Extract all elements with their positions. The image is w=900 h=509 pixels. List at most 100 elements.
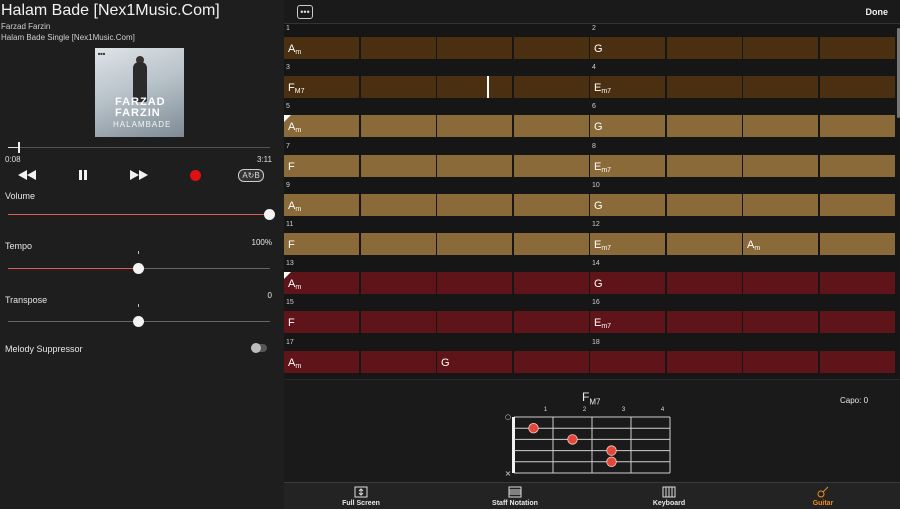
beat-cell[interactable]: Em7: [590, 154, 665, 177]
transpose-handle[interactable]: [133, 316, 144, 327]
beat-cell[interactable]: [360, 37, 436, 59]
beat-cell[interactable]: [743, 115, 818, 138]
beat-cell[interactable]: G: [590, 272, 665, 295]
beat-cell[interactable]: [513, 37, 589, 59]
beat-cell[interactable]: [666, 233, 742, 255]
beat-cell[interactable]: [819, 154, 895, 177]
beat-cell[interactable]: [437, 154, 512, 177]
chord-bar[interactable]: 14 G: [590, 260, 895, 295]
beat-cell[interactable]: Am: [284, 115, 359, 138]
melody-suppressor-toggle[interactable]: [251, 343, 267, 353]
beat-cell[interactable]: [666, 350, 742, 373]
beat-cell[interactable]: [360, 193, 436, 216]
record-button[interactable]: [186, 167, 204, 183]
beat-cell[interactable]: [743, 311, 818, 334]
beat-cell[interactable]: [590, 350, 665, 373]
chord-grid[interactable]: 1 Am 2 G 3 FM7 4 Em7 5 Am 6 G 7 F 8 Em7 9 Am 10 G 11 F 12 Em7 Am…: [284, 24, 896, 379]
beat-cell[interactable]: [513, 193, 589, 216]
beat-cell[interactable]: Am: [284, 350, 359, 373]
beat-cell[interactable]: [666, 37, 742, 59]
beat-cell[interactable]: G: [437, 350, 512, 373]
beat-cell[interactable]: [819, 115, 895, 138]
beat-cell[interactable]: [819, 311, 895, 334]
beat-cell[interactable]: [360, 76, 436, 99]
tab-full-screen[interactable]: Full Screen: [284, 483, 438, 509]
chord-bar[interactable]: 12 Em7 Am: [590, 221, 895, 255]
beat-cell[interactable]: [819, 37, 895, 59]
beat-cell[interactable]: Am: [284, 37, 359, 59]
rewind-button[interactable]: [16, 167, 38, 183]
beat-cell[interactable]: [666, 193, 742, 216]
chord-bar[interactable]: 10 G: [590, 182, 895, 216]
beat-cell[interactable]: [513, 76, 589, 99]
chord-bar[interactable]: 15 F: [284, 299, 589, 334]
chord-bar[interactable]: 1 Am: [284, 25, 589, 59]
beat-cell[interactable]: [360, 154, 436, 177]
beat-cell[interactable]: [360, 311, 436, 334]
ab-loop-button[interactable]: A↻B: [238, 167, 264, 183]
beat-cell[interactable]: [513, 115, 589, 138]
beat-cell[interactable]: Em7: [590, 311, 665, 334]
beat-cell[interactable]: F: [284, 154, 359, 177]
beat-cell[interactable]: [743, 193, 818, 216]
beat-cell[interactable]: [743, 37, 818, 59]
beat-cell[interactable]: [360, 272, 436, 295]
chord-bar[interactable]: 4 Em7: [590, 64, 895, 99]
seek-bar[interactable]: [8, 142, 270, 153]
tab-keyboard[interactable]: Keyboard: [592, 483, 746, 509]
beat-cell[interactable]: [437, 233, 512, 255]
tempo-slider[interactable]: [8, 263, 270, 274]
seek-handle[interactable]: [18, 142, 20, 153]
beat-cell[interactable]: [743, 76, 818, 99]
beat-cell[interactable]: [360, 115, 436, 138]
volume-handle[interactable]: [264, 209, 275, 220]
chord-bar[interactable]: 16 Em7: [590, 299, 895, 334]
beat-cell[interactable]: [437, 76, 512, 99]
chord-bar[interactable]: 8 Em7: [590, 143, 895, 177]
chord-bar[interactable]: 3 FM7: [284, 64, 589, 99]
beat-cell[interactable]: [743, 154, 818, 177]
beat-cell[interactable]: Am: [743, 233, 818, 255]
beat-cell[interactable]: [743, 350, 818, 373]
beat-cell[interactable]: [513, 350, 589, 373]
beat-cell[interactable]: [437, 272, 512, 295]
transpose-slider[interactable]: [8, 316, 270, 327]
beat-cell[interactable]: [666, 272, 742, 295]
tab-guitar[interactable]: Guitar: [746, 483, 900, 509]
beat-cell[interactable]: [513, 233, 589, 255]
fast-forward-button[interactable]: [128, 167, 150, 183]
beat-cell[interactable]: [513, 272, 589, 295]
beat-cell[interactable]: [513, 311, 589, 334]
pause-button[interactable]: [74, 167, 92, 183]
beat-cell[interactable]: F: [284, 233, 359, 255]
beat-cell[interactable]: Am: [284, 193, 359, 216]
beat-cell[interactable]: G: [590, 37, 665, 59]
chord-bar[interactable]: 18: [590, 339, 895, 373]
beat-cell[interactable]: F: [284, 311, 359, 334]
beat-cell[interactable]: [360, 350, 436, 373]
beat-cell[interactable]: [437, 37, 512, 59]
chord-bar[interactable]: 17 Am G: [284, 339, 589, 373]
beat-cell[interactable]: [360, 233, 436, 255]
beat-cell[interactable]: [666, 76, 742, 99]
beat-cell[interactable]: [437, 193, 512, 216]
beat-cell[interactable]: Em7: [590, 233, 665, 255]
beat-cell[interactable]: [819, 233, 895, 255]
chord-bar[interactable]: 5 Am: [284, 103, 589, 138]
beat-cell[interactable]: [743, 272, 818, 295]
tab-staff-notation[interactable]: Staff Notation: [438, 483, 592, 509]
beat-cell[interactable]: [437, 115, 512, 138]
beat-cell[interactable]: [513, 154, 589, 177]
chord-bar[interactable]: 9 Am: [284, 182, 589, 216]
done-button[interactable]: Done: [865, 7, 889, 17]
beat-cell[interactable]: [666, 154, 742, 177]
chord-grid-scrollbar[interactable]: [897, 28, 900, 118]
tempo-handle[interactable]: [133, 263, 144, 274]
beat-cell[interactable]: [819, 350, 895, 373]
beat-cell[interactable]: [666, 311, 742, 334]
beat-cell[interactable]: [437, 311, 512, 334]
beat-cell[interactable]: [666, 115, 742, 138]
